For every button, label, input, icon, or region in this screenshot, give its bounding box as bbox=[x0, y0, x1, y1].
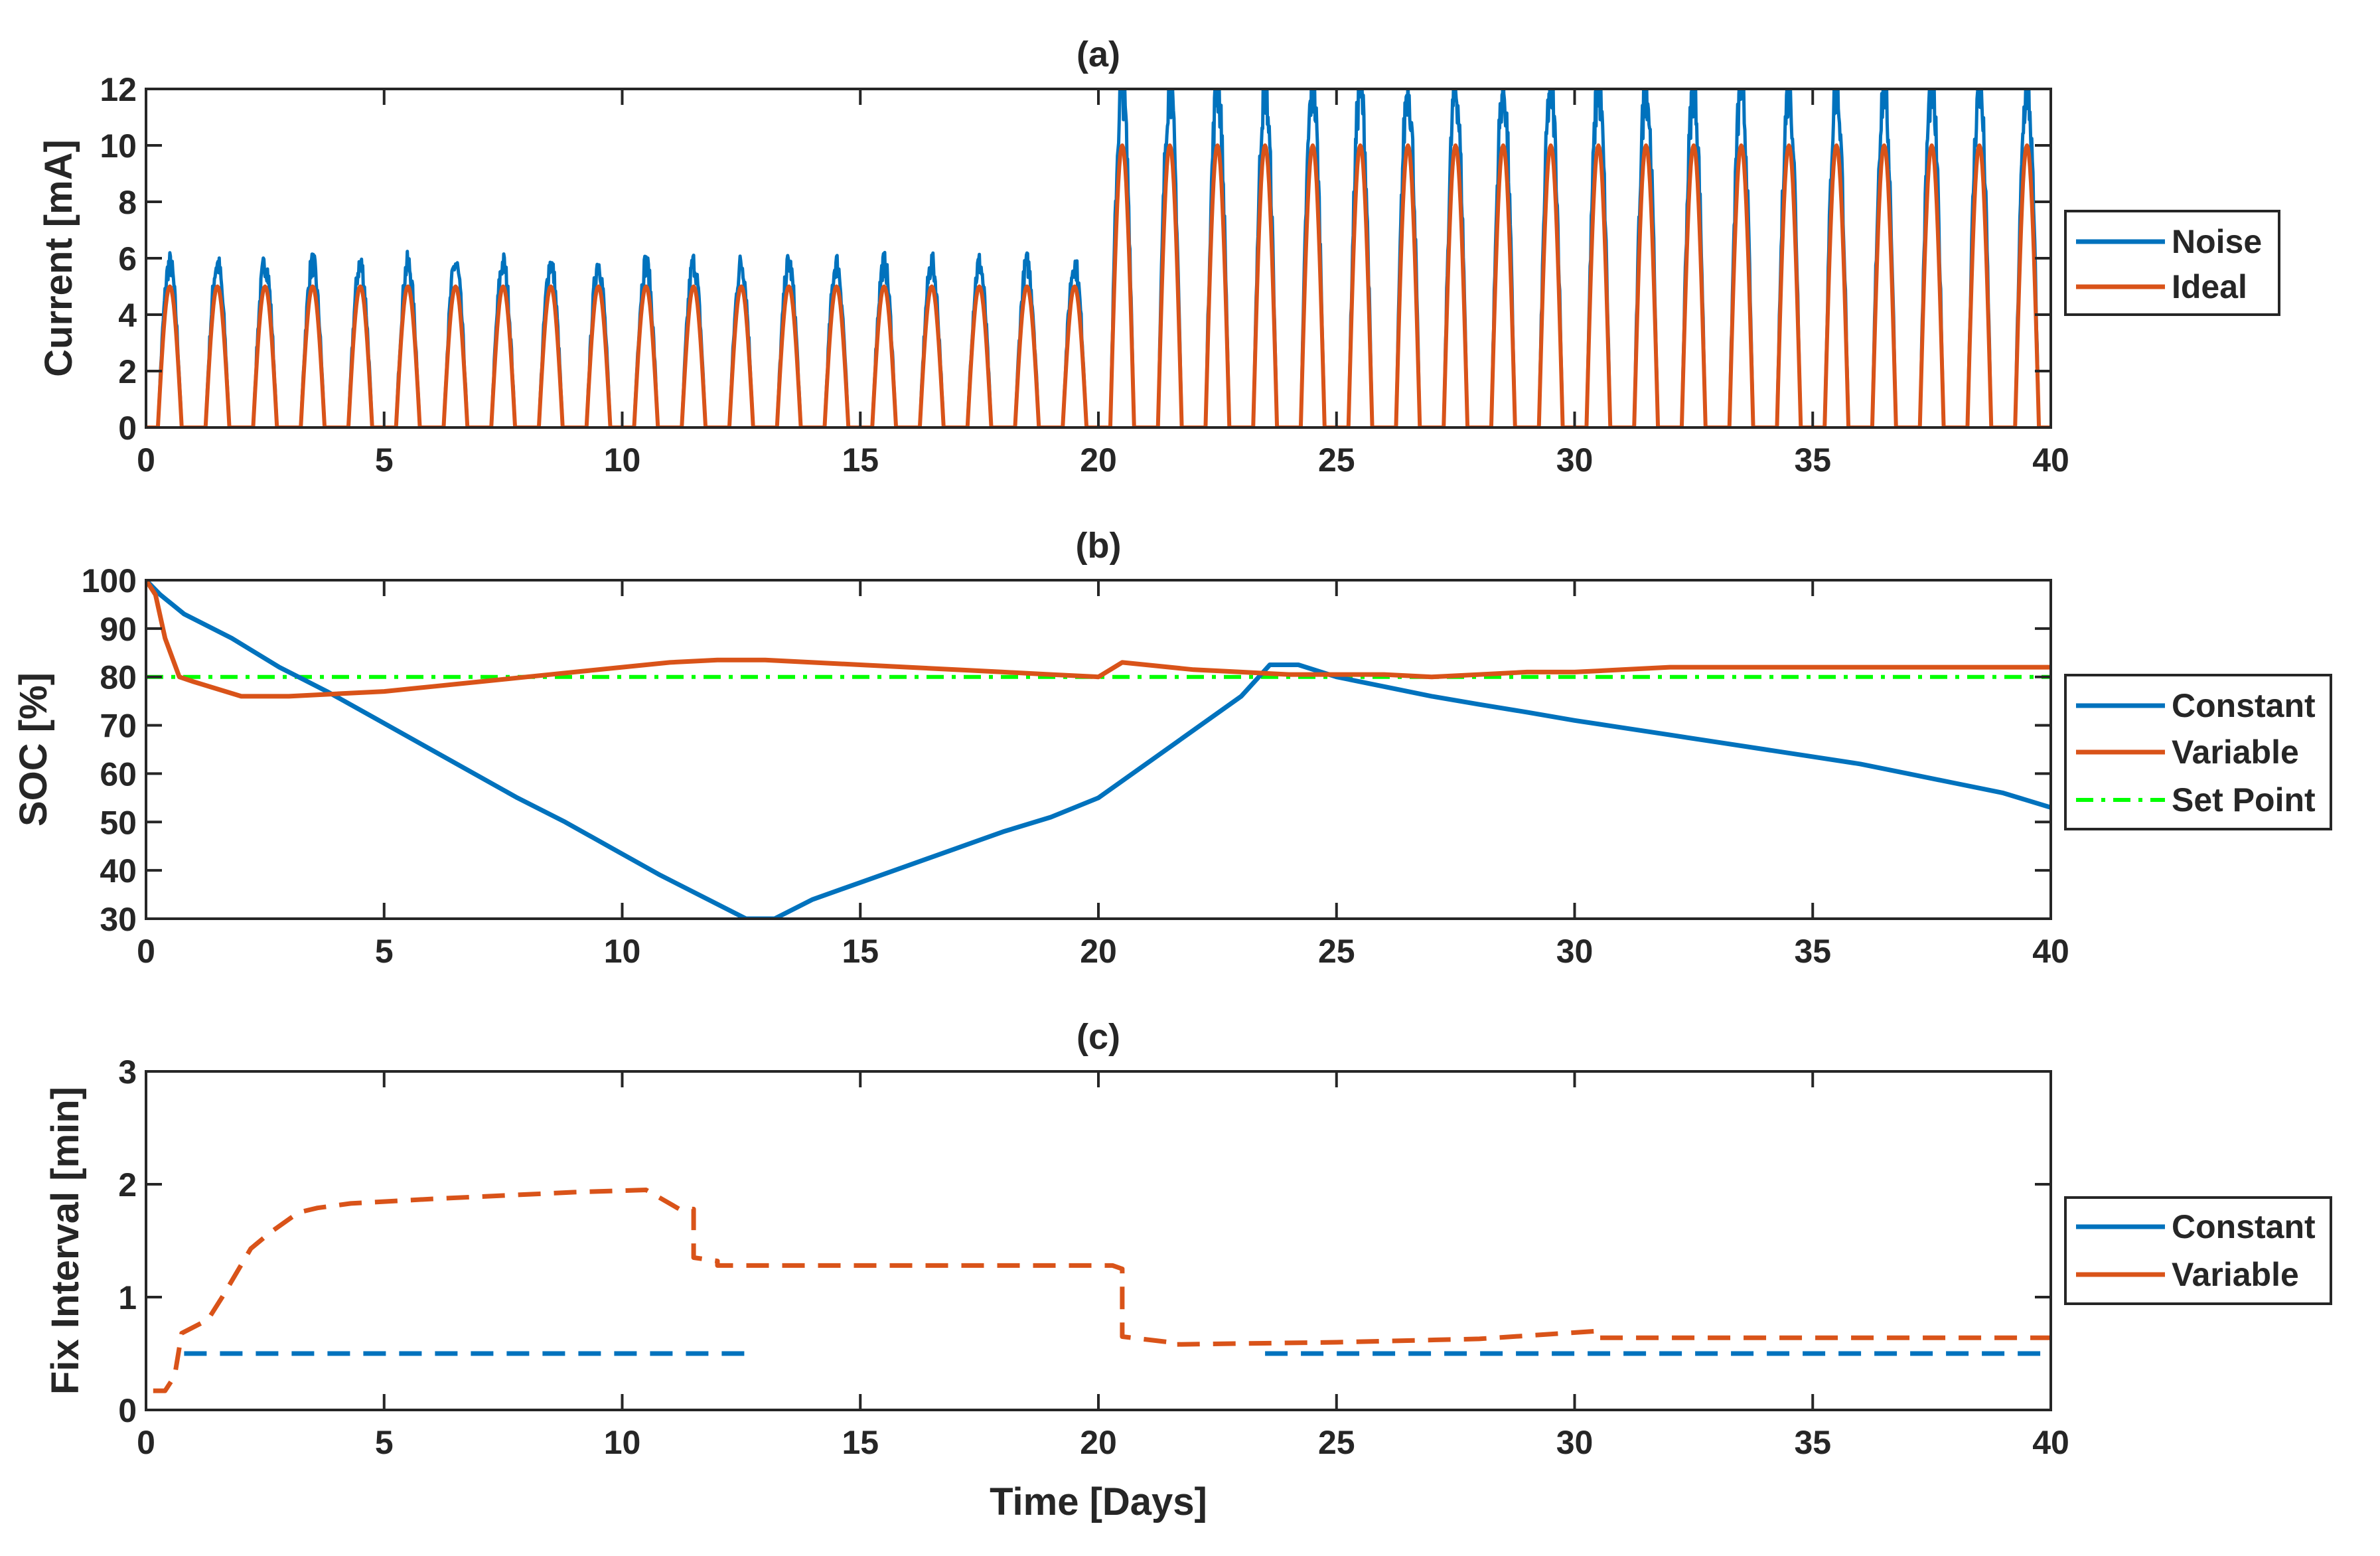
panel-a-series-layer bbox=[146, 89, 2051, 428]
variable-soc-series-line bbox=[146, 580, 2051, 699]
y-tick-label: 10 bbox=[100, 127, 137, 165]
legend-constant-label: Constant bbox=[2172, 1208, 2316, 1245]
x-tick-label: 30 bbox=[1556, 933, 1594, 970]
panel-a-legend-box bbox=[2064, 210, 2280, 316]
panel-b-ticks: 0 5 10 15 20 25 30 35 40 30 40 50 60 70 80 90 100 bbox=[82, 562, 2069, 970]
legend-set-point-label: Set Point bbox=[2172, 781, 2316, 818]
panel-c-series-layer bbox=[153, 1188, 2051, 1393]
x-tick-label: 10 bbox=[604, 441, 641, 479]
panel-c-xlabel: Time [Days] bbox=[990, 1480, 1207, 1523]
x-tick-label: 25 bbox=[1318, 441, 1355, 479]
noise-series-line bbox=[146, 89, 2051, 428]
x-tick-label: 0 bbox=[137, 441, 155, 479]
panel-a-title: (a) bbox=[1077, 35, 1120, 74]
panel-c-frame bbox=[145, 1070, 2052, 1411]
panel-c-title: (c) bbox=[1077, 1017, 1120, 1057]
y-tick-label: 12 bbox=[100, 71, 137, 108]
y-tick-label: 3 bbox=[118, 1053, 137, 1091]
legend-variable-label: Variable bbox=[2172, 734, 2299, 771]
x-tick-label: 40 bbox=[2032, 1424, 2069, 1461]
legend-ideal-label: Ideal bbox=[2172, 268, 2247, 305]
x-tick-label: 30 bbox=[1556, 1424, 1594, 1461]
panel-a: (a) Current [mA] 0 5 10 15 20 25 30 35 40 0 2 4 6 8 10… bbox=[37, 35, 2280, 479]
panel-b: (b) SOC [%] 0 5 10 15 20 25 30 35 40 30 40 50 60 70 80… bbox=[12, 526, 2332, 970]
y-tick-label: 6 bbox=[118, 240, 137, 277]
x-tick-label: 10 bbox=[604, 1424, 641, 1461]
y-tick-label: 8 bbox=[118, 184, 137, 221]
x-tick-label: 15 bbox=[842, 933, 879, 970]
x-tick-label: 0 bbox=[137, 933, 155, 970]
x-tick-label: 40 bbox=[2032, 441, 2069, 479]
x-tick-label: 20 bbox=[1080, 933, 1117, 970]
x-tick-label: 25 bbox=[1318, 1424, 1355, 1461]
y-tick-label: 4 bbox=[118, 297, 137, 334]
y-tick-label: 50 bbox=[100, 804, 137, 841]
ideal-series-line bbox=[146, 143, 2051, 428]
panel-c: (c) Fix Interval [min] 0 5 10 15 20 25 30 35 400… bbox=[44, 1017, 2332, 1523]
panel-b-series-layer bbox=[146, 580, 2051, 919]
y-tick-label: 70 bbox=[100, 708, 137, 745]
legend-constant-label: Constant bbox=[2172, 687, 2316, 724]
panel-b-ylabel: SOC [%] bbox=[12, 672, 55, 826]
y-tick-label: 0 bbox=[118, 1392, 137, 1429]
y-tick-label: 30 bbox=[100, 901, 137, 938]
panel-a-frame bbox=[145, 88, 2052, 429]
x-tick-label: 30 bbox=[1556, 441, 1594, 479]
x-tick-label: 10 bbox=[604, 933, 641, 970]
y-tick-label: 2 bbox=[118, 1166, 137, 1204]
x-tick-label: 0 bbox=[137, 1424, 155, 1461]
constant-soc-series-line bbox=[146, 580, 2051, 919]
panel-b-legend: Constant Variable Set Point bbox=[2064, 674, 2332, 830]
x-tick-label: 5 bbox=[375, 1424, 394, 1461]
x-tick-label: 35 bbox=[1794, 441, 1831, 479]
y-tick-label: 2 bbox=[118, 353, 137, 390]
legend-variable-label: Variable bbox=[2172, 1256, 2299, 1293]
panel-a-ticks: 0 5 10 15 20 25 30 35 40 0 2 4 6 8 10 12 bbox=[100, 71, 2069, 479]
x-tick-label: 40 bbox=[2032, 933, 2069, 970]
panel-b-title: (b) bbox=[1076, 526, 1122, 566]
y-tick-label: 90 bbox=[100, 611, 137, 648]
panel-a-plot-area bbox=[146, 89, 2051, 428]
x-tick-label: 20 bbox=[1080, 1424, 1117, 1461]
x-tick-label: 15 bbox=[842, 1424, 879, 1461]
panel-a-ylabel: Current [mA] bbox=[37, 139, 80, 377]
panel-c-ticks: 0 5 10 15 20 25 30 35 40 0 1 2 3 bbox=[118, 1053, 2069, 1461]
x-tick-label: 25 bbox=[1318, 933, 1355, 970]
x-tick-label: 35 bbox=[1794, 1424, 1831, 1461]
y-tick-label: 1 bbox=[118, 1279, 137, 1316]
y-tick-label: 60 bbox=[100, 755, 137, 793]
panel-b-plot-area bbox=[146, 580, 2051, 919]
x-tick-label: 20 bbox=[1080, 441, 1117, 479]
panel-c-legend-box bbox=[2064, 1196, 2332, 1305]
x-tick-label: 5 bbox=[375, 441, 394, 479]
panel-c-ylabel: Fix Interval [min] bbox=[44, 1087, 87, 1395]
panel-a-legend: Noise Ideal bbox=[2064, 210, 2280, 316]
variable-fix-interval-series-line bbox=[153, 1188, 2051, 1393]
x-tick-label: 35 bbox=[1794, 933, 1831, 970]
x-tick-label: 5 bbox=[375, 933, 394, 970]
y-tick-label: 80 bbox=[100, 659, 137, 696]
y-tick-label: 40 bbox=[100, 852, 137, 890]
legend-noise-label: Noise bbox=[2172, 223, 2262, 260]
y-tick-label: 0 bbox=[118, 410, 137, 447]
x-tick-label: 15 bbox=[842, 441, 879, 479]
y-tick-label: 100 bbox=[82, 562, 137, 599]
panel-b-frame bbox=[145, 579, 2052, 920]
panel-c-legend: Constant Variable bbox=[2064, 1196, 2332, 1305]
panel-c-plot-area bbox=[146, 1071, 2051, 1410]
